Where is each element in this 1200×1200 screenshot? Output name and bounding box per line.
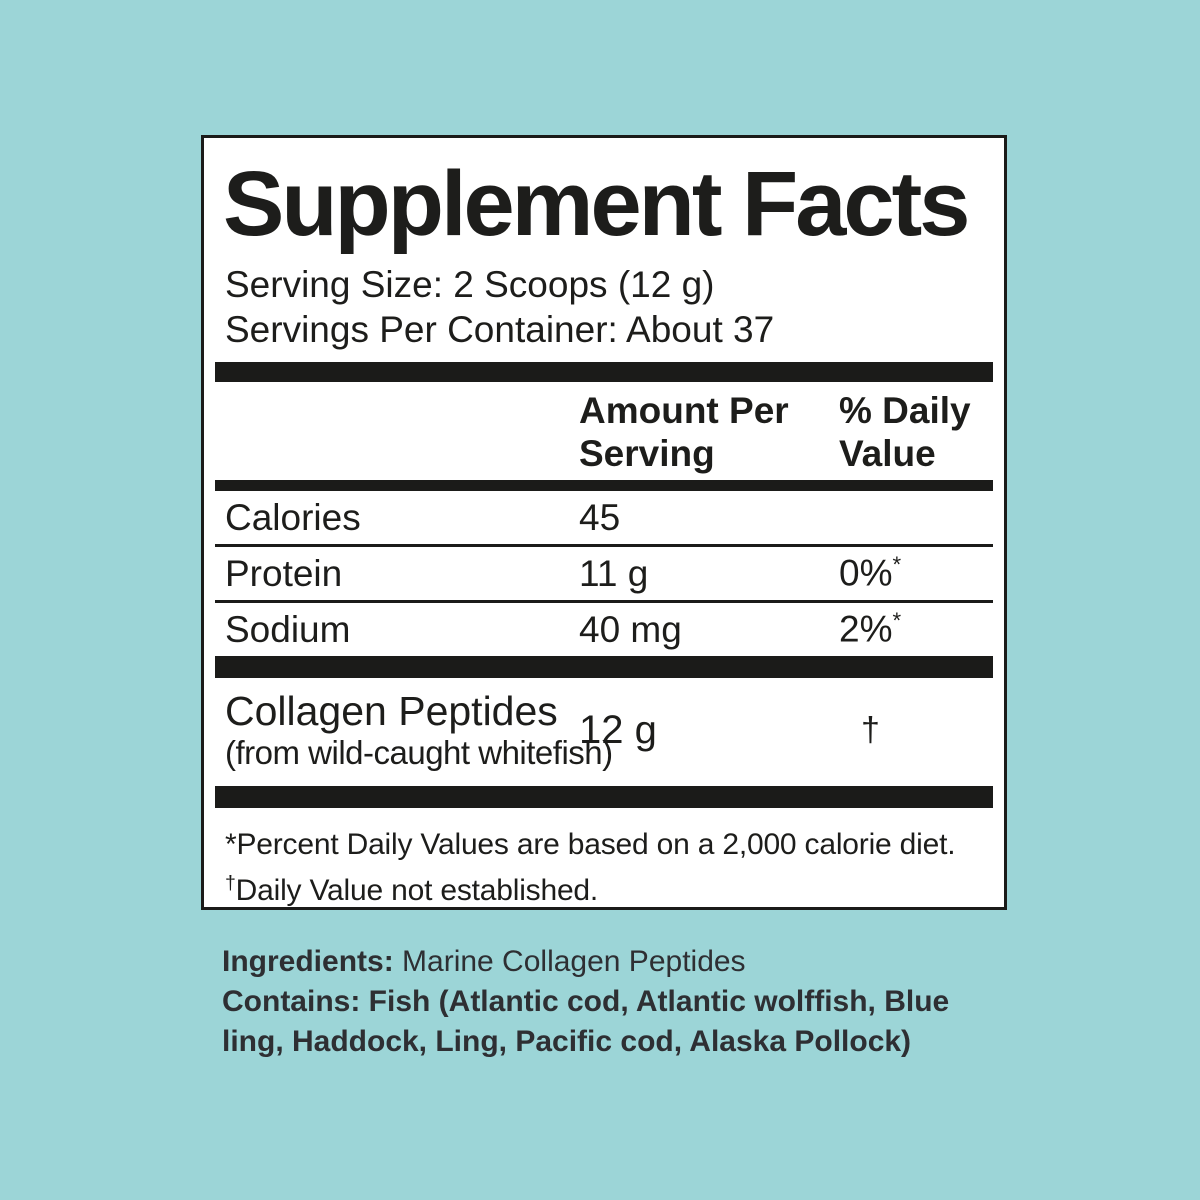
collagen-name: Collagen Peptides bbox=[225, 688, 558, 734]
nutrient-amount: 45 bbox=[579, 496, 621, 538]
dv-asterisk: * bbox=[892, 552, 902, 578]
ingredients-value: Marine Collagen Peptides bbox=[393, 945, 746, 978]
supplement-facts-panel: Supplement Facts Serving Size: 2 Scoops … bbox=[201, 135, 1007, 910]
panel-title: Supplement Facts bbox=[223, 153, 970, 255]
row-separator bbox=[215, 600, 993, 603]
table-row-collagen-peptides: Collagen Peptides (from wild-caught whit… bbox=[225, 678, 983, 786]
dv-text: 0% bbox=[839, 552, 893, 594]
footnote-line-2-text: Daily Value not established. bbox=[235, 874, 599, 907]
nutrient-name: Sodium bbox=[225, 608, 351, 650]
header-spacer bbox=[225, 389, 579, 475]
nutrient-daily-value: 0%* bbox=[839, 552, 983, 594]
servings-per-container: Servings Per Container: About 37 bbox=[225, 309, 775, 350]
collagen-name-block: Collagen Peptides (from wild-caught whit… bbox=[225, 688, 613, 772]
table-row-protein: Protein 11 g 0%* bbox=[225, 547, 983, 600]
nutrient-amount: 11 g bbox=[579, 552, 649, 594]
dv-asterisk: * bbox=[892, 608, 902, 634]
table-header-row: Amount Per Serving % Daily Value bbox=[225, 382, 983, 480]
nutrient-name: Protein bbox=[225, 552, 343, 594]
contains-line: Contains: Fish (Atlantic cod, Atlantic w… bbox=[222, 985, 950, 1058]
footnote: *Percent Daily Values are based on a 2,0… bbox=[225, 826, 983, 910]
footnote-line-1: *Percent Daily Values are based on a 2,0… bbox=[225, 828, 956, 861]
header-amount-per-serving: Amount Per Serving bbox=[579, 390, 789, 474]
table-row-calories: Calories 45 bbox=[225, 491, 983, 544]
nutrient-daily-value: 2%* bbox=[839, 608, 983, 650]
dv-text: 2% bbox=[839, 608, 893, 650]
ingredients-block: Ingredients: Marine Collagen Peptides Co… bbox=[222, 942, 1022, 1062]
serving-size: Serving Size: 2 Scoops (12 g) bbox=[225, 264, 715, 305]
serving-info: Serving Size: 2 Scoops (12 g) Servings P… bbox=[225, 262, 983, 352]
ingredients-line: Ingredients: Marine Collagen Peptides bbox=[222, 942, 1022, 982]
collagen-daily-value-dagger: † bbox=[861, 710, 880, 749]
collagen-amount: 12 g bbox=[579, 707, 657, 752]
ingredients-label: Ingredients: bbox=[222, 945, 394, 978]
table-row-sodium: Sodium 40 mg 2%* bbox=[225, 603, 983, 656]
collagen-source: (from wild-caught whitefish) bbox=[225, 734, 613, 771]
thick-rule-middle bbox=[215, 656, 993, 678]
header-rule bbox=[215, 480, 993, 491]
nutrient-amount: 40 mg bbox=[579, 608, 682, 650]
nutrient-name: Calories bbox=[225, 496, 361, 538]
thick-rule-top bbox=[215, 362, 993, 382]
thick-rule-bottom bbox=[215, 786, 993, 808]
dagger-mark: † bbox=[225, 872, 236, 894]
header-percent-daily-value: % Daily Value bbox=[839, 390, 971, 474]
row-separator bbox=[215, 544, 993, 547]
footnote-line-2: †Daily Value not established. bbox=[225, 864, 983, 910]
